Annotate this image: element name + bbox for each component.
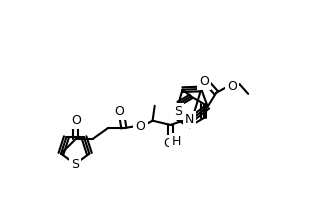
Text: H: H xyxy=(171,135,181,148)
Text: O: O xyxy=(227,80,237,93)
Text: S: S xyxy=(71,158,79,171)
Text: S: S xyxy=(175,105,182,118)
Text: O: O xyxy=(199,75,209,88)
Text: N: N xyxy=(185,113,194,126)
Text: O: O xyxy=(163,137,174,150)
Text: O: O xyxy=(115,105,124,118)
Text: O: O xyxy=(136,119,145,132)
Text: O: O xyxy=(71,114,81,127)
